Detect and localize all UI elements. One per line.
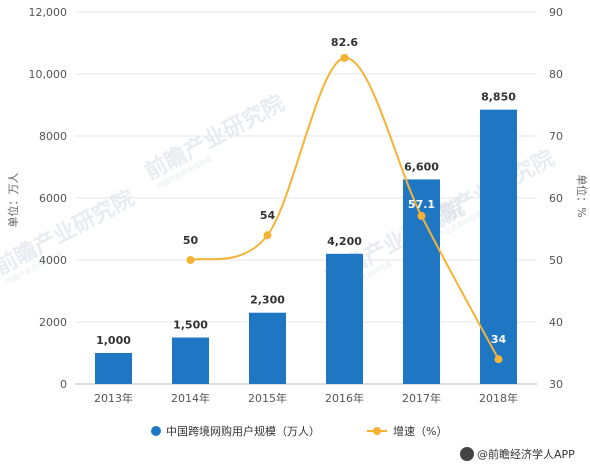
- bar: [249, 312, 286, 384]
- x-tick-label: 2015年: [248, 391, 287, 405]
- x-tick-label: 2014年: [171, 391, 210, 405]
- source-text: @前瞻经济学人APP: [477, 447, 575, 461]
- line-point: [263, 231, 272, 240]
- x-tick-label: 2018年: [479, 391, 518, 405]
- x-tick-label: 2013年: [94, 391, 133, 405]
- bar-value-label: 6,600: [404, 160, 439, 173]
- line-value-label: 54: [260, 209, 276, 222]
- legend-line-dot: [373, 427, 381, 435]
- y2-tick-label: 80: [549, 68, 563, 81]
- legend-bar-marker: [151, 426, 161, 436]
- y-tick-label: 0: [60, 378, 67, 391]
- source-attribution: @前瞻经济学人APP: [460, 447, 575, 461]
- y-tick-label: 8000: [39, 130, 67, 143]
- watermark-text: 前瞻产业研究院: [0, 185, 139, 280]
- bar-value-label: 1,500: [173, 319, 208, 332]
- y-tick-label: 10,000: [29, 68, 68, 81]
- y-tick-label: 2000: [39, 316, 67, 329]
- gridlines: [75, 11, 537, 385]
- bar: [95, 353, 132, 384]
- legend-line-label: 增速（%）: [393, 424, 447, 438]
- y2-tick-label: 60: [549, 192, 563, 205]
- source-logo-icon: [460, 447, 474, 461]
- data-labels: 1,000 1,500 2,300 4,200 6,600 8,850 50 54 82.6 57…: [96, 36, 516, 347]
- y-tick-label: 6000: [39, 192, 67, 205]
- bar: [172, 337, 209, 384]
- bar-value-label: 8,850: [481, 91, 516, 104]
- bar-value-label: 1,000: [96, 334, 131, 347]
- y2-tick-label: 70: [549, 130, 563, 143]
- y-tick-label: 12,000: [29, 6, 68, 19]
- watermarks: 前瞻产业研究院中国产业咨询领导者前瞻产业研究院中国产业咨询领导者前瞻产业研究院中…: [0, 90, 559, 296]
- y-axis-title: 单位：万人: [6, 173, 20, 228]
- watermark-text: 前瞻产业研究院: [141, 90, 289, 185]
- line-value-label: 82.6: [331, 36, 358, 49]
- line-point: [340, 53, 349, 62]
- line-point: [494, 355, 503, 364]
- legend: 中国跨境网购用户规模（万人） 增速（%）: [151, 424, 447, 438]
- line-point: [417, 211, 426, 220]
- y2-tick-label: 40: [549, 316, 563, 329]
- x-tick-label: 2016年: [325, 391, 364, 405]
- bar-value-label: 4,200: [327, 235, 362, 248]
- axes: 0 2000 4000 6000 8000 10,000 12,000 30 40 50 60 70 8…: [29, 6, 564, 405]
- y2-tick-label: 30: [549, 378, 563, 391]
- line-series: [186, 53, 503, 364]
- y-tick-label: 4000: [39, 254, 67, 267]
- bar-series: [95, 109, 517, 385]
- line-value-label: 57.1: [408, 198, 435, 211]
- line-point: [186, 256, 195, 264]
- y2-axis-title: 单位：%: [575, 174, 589, 217]
- y2-tick-label: 50: [549, 254, 563, 267]
- bar-value-label: 2,300: [250, 294, 285, 307]
- line-value-label: 34: [491, 333, 507, 346]
- x-tick-label: 2017年: [402, 391, 441, 405]
- bar: [326, 253, 363, 384]
- y2-tick-label: 90: [549, 6, 563, 19]
- line-value-label: 50: [183, 234, 199, 247]
- legend-bar-label: 中国跨境网购用户规模（万人）: [166, 424, 320, 438]
